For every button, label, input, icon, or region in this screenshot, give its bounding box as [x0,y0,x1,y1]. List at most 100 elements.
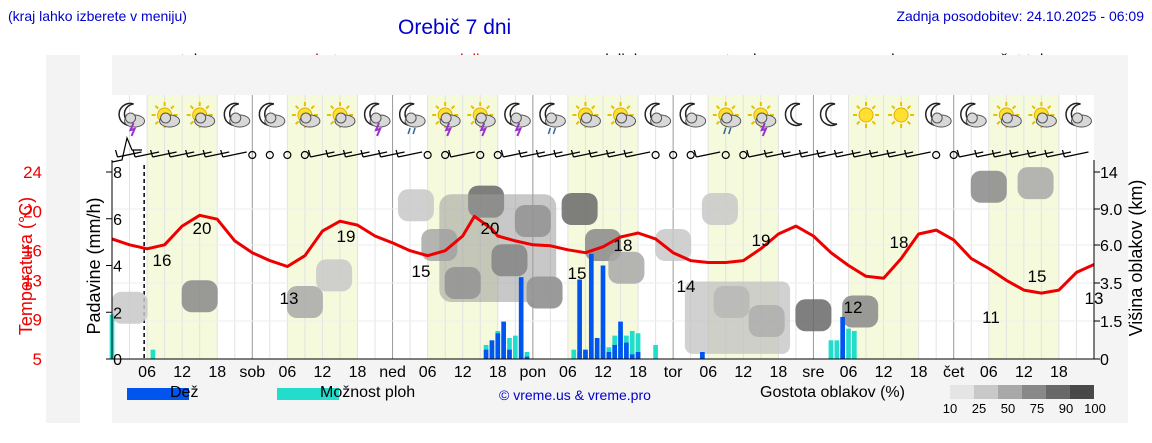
density-swatch [1022,385,1046,399]
rain-bar [489,340,495,359]
wind-barb-feather [220,149,224,158]
shower-bar [846,328,851,359]
wind-barb [608,151,633,158]
rain-bar [483,349,489,359]
wind-barb [836,151,861,158]
x-tick-label: 12 [594,364,612,381]
wind-barb-feather [535,149,540,158]
temp-tick-label: 9 [33,311,42,330]
moon-cloud-icon [258,102,286,128]
wind-barb [380,151,405,158]
cloud-mass [439,194,557,302]
wind-barb-feather [570,149,575,158]
precip-tick-label: 8 [113,165,122,182]
wind-barb-feather [1061,149,1066,158]
temperature-label: 12 [844,298,863,317]
wind-barb [590,151,616,158]
wind-barb [888,151,914,158]
wind-calm [300,150,309,160]
wind-barb [222,151,247,158]
shower-bar [524,351,530,359]
temperature-label: 19 [337,227,356,246]
moon-clear-icon [784,102,803,127]
density-tick-label: 90 [1058,401,1074,416]
wind-calm [441,150,450,160]
wind-barb-feather [956,149,960,158]
wind-barb [397,151,423,158]
wind-barb-feather [185,149,189,158]
wind-barb-feather [886,149,890,158]
wind-barb-feather [518,149,522,158]
wind-barb [783,151,809,158]
cloud-height-tick-label: 1.5 [1100,314,1122,331]
temperature-line [111,213,1095,295]
wind-barb-feather [781,149,785,158]
rain-bar [600,265,606,359]
temperature-axis-title: Temperatura (°C) [16,197,36,335]
x-tick-label: čet [943,364,965,381]
shower-bar [571,349,577,359]
rain-bar [612,344,618,359]
x-tick-label: 18 [629,364,647,381]
wind-barb-feather [833,149,838,158]
temperature-label: 20 [193,219,212,238]
temperature-label: 18 [890,233,909,252]
wind-calm [283,150,292,160]
wind-barb [959,151,984,158]
sun-cloud-icon [186,102,216,128]
moon-cloud-icon [223,102,251,128]
wind-barb-feather [553,149,557,158]
wind-barb [1011,151,1036,158]
wind-barb [801,151,826,158]
page-title: Orebič 7 dni [398,16,512,39]
wind-barb [976,151,1001,158]
wind-barb-feather [746,149,750,158]
wind-barb [520,151,545,158]
temperature-label: 14 [677,277,696,296]
wind-barb [117,151,142,158]
wind-barb [1029,151,1054,158]
legend-rain-label: Dež [170,384,199,401]
density-swatch [974,385,998,399]
sun-thunder-icon [467,102,496,137]
cloud-height-tick-label: 0 [1100,352,1109,369]
x-tick-label: 12 [734,364,752,381]
rain-bar [501,321,506,359]
shower-bar [507,337,512,359]
rain-bar [588,253,594,359]
rain-bar [518,277,524,359]
legend-showers-label: Možnost ploh [320,384,416,401]
wind-barb [345,151,370,158]
wind-barb [818,151,844,158]
moon-thunder-icon [504,102,531,137]
shower-bar [653,344,658,359]
x-tick-label: 06 [559,364,577,381]
wind-barb-feather [974,149,978,158]
x-tick-label: 06 [278,364,296,381]
wind-barb-feather [1026,149,1031,158]
temperature-label: 15 [1028,267,1047,286]
wind-barb-feather [991,149,995,158]
precip-tick-label: 2 [113,305,122,322]
wind-calm [651,150,660,160]
precip-axis-title: Padavine (mm/h) [84,197,104,334]
copyright[interactable]: © vreme.us & vreme.pro [499,387,651,403]
wind-barb-feather [816,149,820,158]
x-tick-label: sob [239,364,265,381]
precip-tick-label: 0 [113,352,122,369]
density-swatch [1070,385,1094,399]
wind-calm [932,150,941,160]
wind-calm [493,150,502,160]
legend-rain-swatch [127,388,189,400]
x-tick-label: 18 [349,364,367,381]
wind-barb-feather [377,149,382,158]
moon-rain-icon [398,102,426,135]
shower-bar [150,349,156,359]
temperature-label: 11 [982,308,1000,327]
cloud-height-tick-label: 9.0 [1100,202,1122,219]
sun-cloud-icon [1028,102,1057,128]
wind-barb [906,151,931,158]
wind-barb-feather [500,149,504,158]
precip-tick-label: 6 [113,212,122,229]
moon-clear-icon [819,102,838,127]
